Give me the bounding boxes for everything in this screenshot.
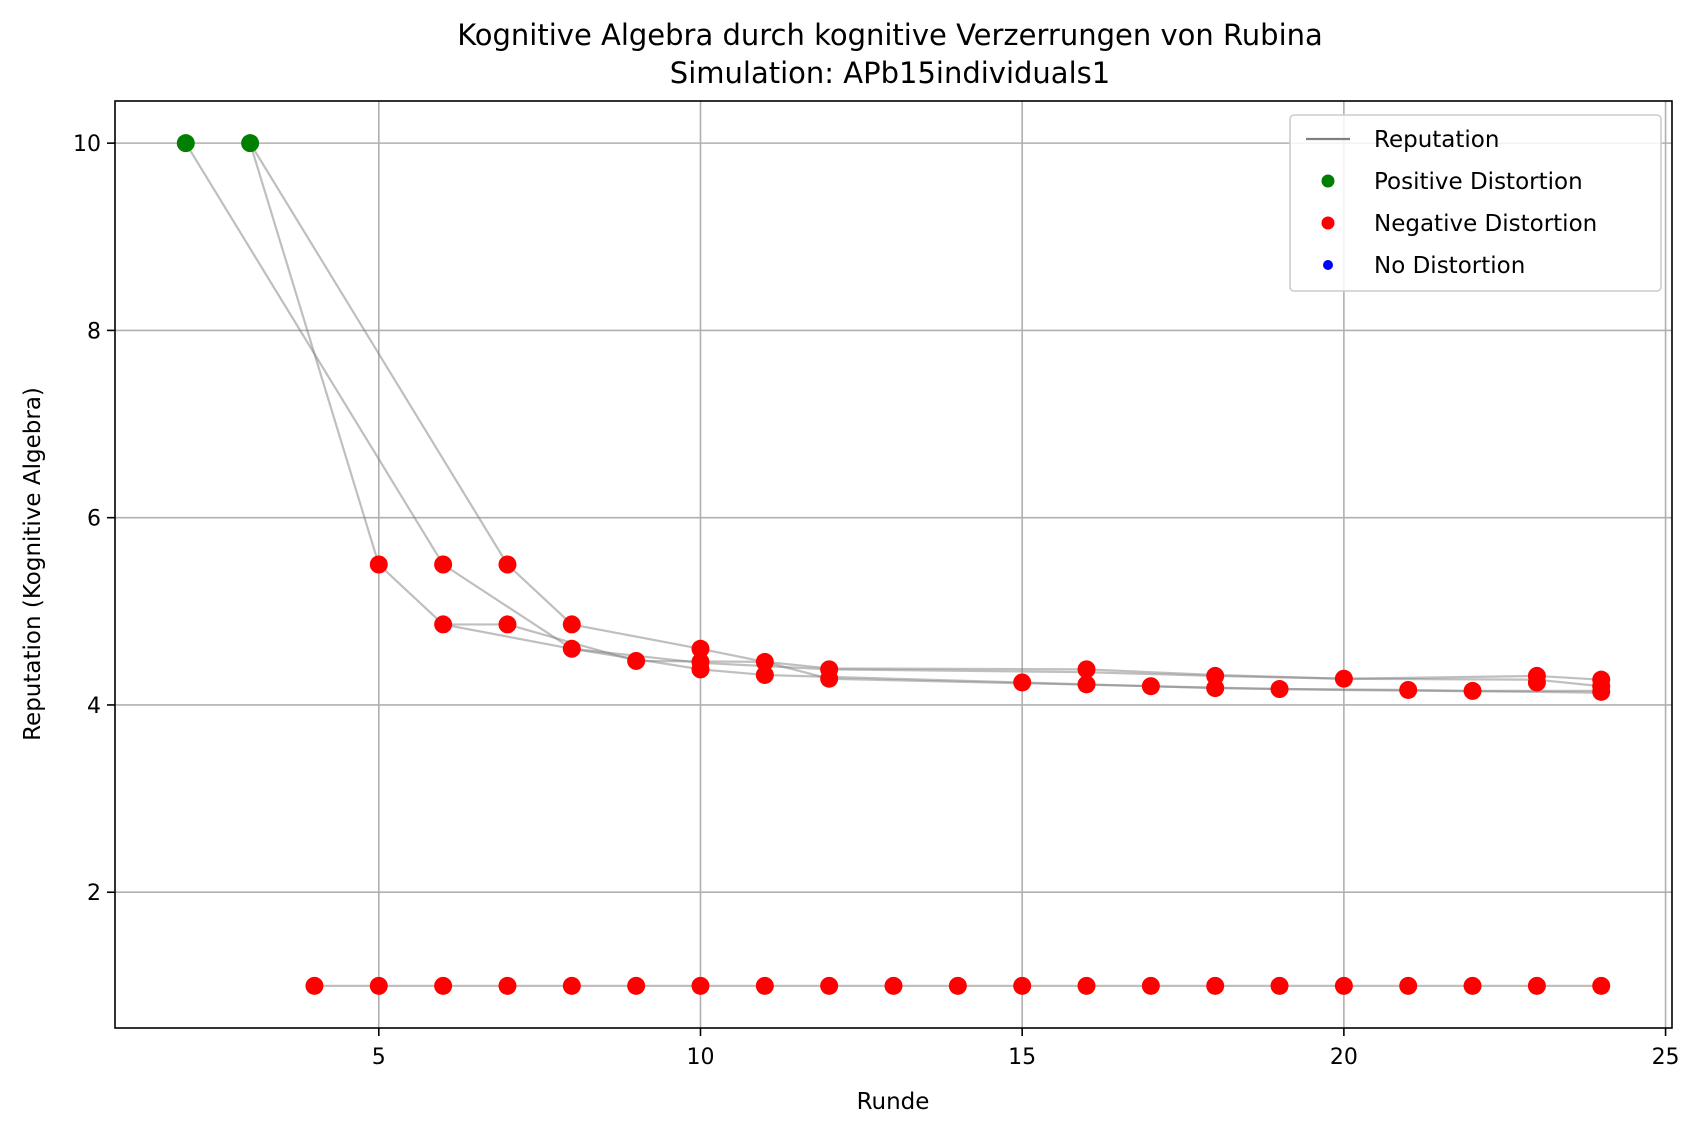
negative-distortion-point <box>755 665 774 684</box>
legend: Reputation Positive Distortion Negative Di… <box>1289 114 1662 292</box>
negative-distortion-point <box>369 976 388 995</box>
legend-swatch-marker <box>1323 260 1333 270</box>
negative-distortion-point <box>562 639 581 658</box>
x-axis-label: Runde <box>857 1089 930 1115</box>
y-axis-label: Reputation (Kognitive Algebra) <box>20 387 46 741</box>
legend-swatch-marker <box>1321 216 1335 230</box>
negative-distortion-point <box>1270 976 1289 995</box>
negative-distortion-point <box>305 976 324 995</box>
chart-subtitle: Simulation: APb15individuals1 <box>670 56 1110 90</box>
negative-distortion-point <box>691 976 710 995</box>
legend-label: Negative Distortion <box>1374 211 1597 237</box>
y-tick-label: 6 <box>87 507 101 532</box>
negative-distortion-point <box>1592 682 1611 701</box>
negative-distortion-point <box>820 976 839 995</box>
negative-distortion-point <box>755 976 774 995</box>
negative-distortion-point <box>755 652 774 671</box>
positive-distortion-point <box>241 134 260 153</box>
chart-title: Kognitive Algebra durch kognitive Verzer… <box>457 18 1323 52</box>
negative-distortion-point <box>1334 669 1353 688</box>
legend-label: Positive Distortion <box>1374 169 1583 195</box>
legend-label: No Distortion <box>1374 253 1525 279</box>
negative-distortion-point <box>1077 976 1096 995</box>
negative-distortion-point <box>1013 976 1032 995</box>
negative-distortion-point <box>498 615 517 634</box>
negative-distortion-point <box>691 639 710 658</box>
negative-distortion-point <box>1399 680 1418 699</box>
negative-distortion-point <box>1592 976 1611 995</box>
x-tick-label: 25 <box>1652 1045 1680 1070</box>
negative-distortion-point <box>1270 680 1289 699</box>
negative-distortion-point <box>1141 677 1160 696</box>
legend-box <box>1289 114 1662 292</box>
negative-distortion-point <box>1206 679 1225 698</box>
axis-ticks: 5 10 15 20 25 2 4 6 8 10 <box>73 132 1680 1070</box>
negative-distortion-point <box>884 976 903 995</box>
negative-distortion-point <box>1527 976 1546 995</box>
negative-distortion-point <box>1077 660 1096 679</box>
negative-distortion-point <box>1527 673 1546 692</box>
negative-distortion-point <box>691 660 710 679</box>
negative-distortion-point <box>1206 976 1225 995</box>
y-tick-label: 8 <box>87 319 101 344</box>
x-tick-label: 5 <box>372 1045 386 1070</box>
negative-distortion-point <box>1399 976 1418 995</box>
negative-distortion-point <box>498 976 517 995</box>
negative-distortion-point <box>1077 675 1096 694</box>
negative-distortion-point <box>1013 673 1032 692</box>
negative-distortion-point <box>1334 976 1353 995</box>
negative-distortion-point <box>498 555 517 574</box>
negative-distortion-point <box>1463 681 1482 700</box>
negative-distortion-point <box>627 651 646 670</box>
data-points <box>176 134 1611 995</box>
negative-distortion-point <box>948 976 967 995</box>
plot-frame <box>114 100 1673 1029</box>
negative-distortion-point <box>627 976 646 995</box>
negative-distortion-point <box>562 976 581 995</box>
legend-swatch-marker <box>1321 174 1335 188</box>
negative-distortion-point <box>1463 976 1482 995</box>
negative-distortion-point <box>434 976 453 995</box>
positive-distortion-point <box>176 134 195 153</box>
y-tick-label: 2 <box>87 881 101 906</box>
reputation-line <box>184 142 1602 688</box>
y-tick-label: 4 <box>87 694 101 719</box>
negative-distortion-point <box>562 615 581 634</box>
y-tick-label: 10 <box>73 132 101 157</box>
negative-distortion-point <box>434 615 453 634</box>
x-tick-label: 15 <box>1008 1045 1036 1070</box>
legend-label: Reputation <box>1374 127 1499 153</box>
negative-distortion-point <box>369 555 388 574</box>
x-tick-label: 10 <box>686 1045 714 1070</box>
negative-distortion-point <box>820 669 839 688</box>
negative-distortion-point <box>1141 976 1160 995</box>
x-tick-label: 20 <box>1330 1045 1358 1070</box>
negative-distortion-point <box>434 555 453 574</box>
